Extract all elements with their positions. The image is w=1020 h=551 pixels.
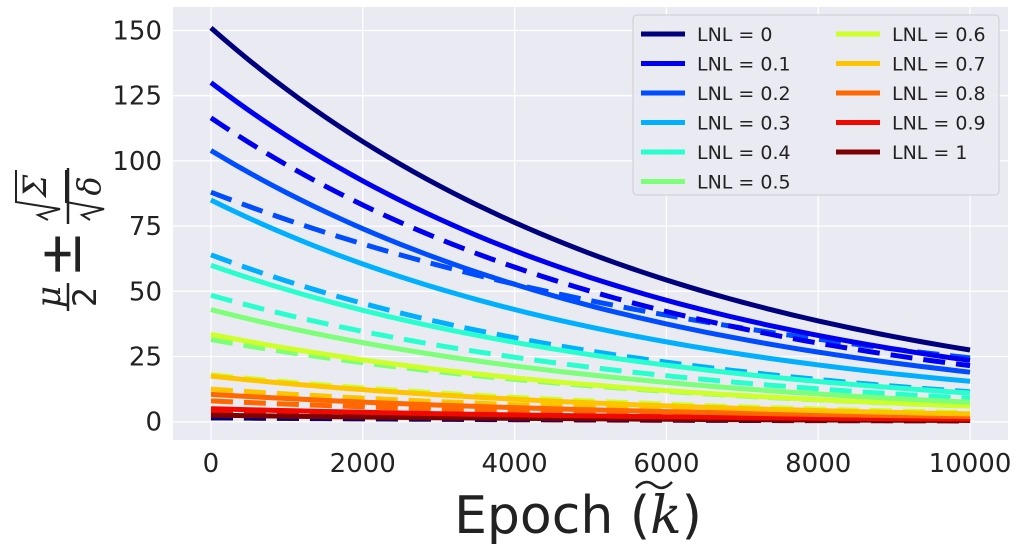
svg-text:2: 2	[66, 287, 104, 307]
x-tick-label: 10000	[929, 449, 1012, 479]
x-axis-label-tilde	[635, 480, 673, 490]
y-tick-label: 75	[129, 212, 162, 242]
legend-label: LNL = 0.4	[697, 142, 791, 164]
series-dashed-line	[210, 189, 971, 361]
x-tick-label: 2000	[330, 449, 396, 479]
y-axis-ticks: 0 25 50 75 100 125 150	[112, 16, 162, 437]
series-solid-line	[209, 148, 971, 375]
legend-label: LNL = 0.5	[697, 172, 791, 194]
x-axis-label-close: )	[682, 486, 702, 546]
x-axis-label-text: Epoch (	[454, 486, 650, 546]
y-tick-label: 125	[112, 82, 162, 112]
series-solid-line	[210, 331, 971, 409]
legend-label: LNL = 0.1	[697, 54, 791, 76]
y-tick-label: 50	[129, 277, 162, 307]
legend-label: LNL = 0.6	[892, 24, 986, 46]
series-solid-line	[210, 307, 971, 405]
x-axis-label: Epoch (k)	[454, 486, 702, 546]
series-solid-line	[209, 80, 971, 363]
legend-label: LNL = 0.3	[697, 113, 791, 135]
series-lines	[209, 25, 971, 424]
x-axis-ticks: 0 2000 4000 6000 8000 10000	[203, 449, 1012, 479]
legend: LNL = 0 LNL = 0.1 LNL = 0.2 LNL = 0.3 LNL = …	[632, 14, 1000, 196]
series-dashed-line	[210, 292, 971, 401]
svg-text:δ: δ	[70, 176, 108, 195]
y-tick-label: 150	[112, 16, 162, 46]
series-solid-line	[209, 25, 971, 353]
legend-label: LNL = 0	[697, 24, 772, 46]
y-tick-label: 100	[112, 147, 162, 177]
svg-text:μ: μ	[29, 286, 69, 308]
series-solid-line	[210, 391, 971, 420]
legend-label: LNL = 0.8	[892, 83, 986, 105]
x-tick-label: 4000	[482, 449, 548, 479]
legend-label: LNL = 0.9	[892, 113, 986, 135]
svg-text:±: ±	[29, 231, 94, 278]
series-solid-line	[209, 197, 971, 384]
x-tick-label: 0	[203, 449, 220, 479]
series-solid-line	[210, 406, 971, 422]
legend-label: LNL = 0.2	[697, 83, 791, 105]
y-tick-label: 25	[129, 343, 162, 373]
series-dashed-line	[209, 115, 971, 369]
x-axis-label-variable: k	[650, 486, 682, 546]
x-tick-label: 8000	[785, 449, 851, 479]
y-tick-label: 0	[145, 408, 162, 438]
svg-text:Σ: Σ	[16, 174, 54, 198]
legend-label: LNL = 1	[892, 142, 967, 164]
legend-label: LNL = 0.7	[892, 54, 986, 76]
x-tick-label: 6000	[633, 449, 699, 479]
y-axis-label: μ 2 ± Σ δ	[15, 168, 108, 311]
legend-frame	[632, 14, 1000, 196]
series-solid-line	[210, 373, 971, 417]
series-solid-line	[210, 262, 971, 396]
